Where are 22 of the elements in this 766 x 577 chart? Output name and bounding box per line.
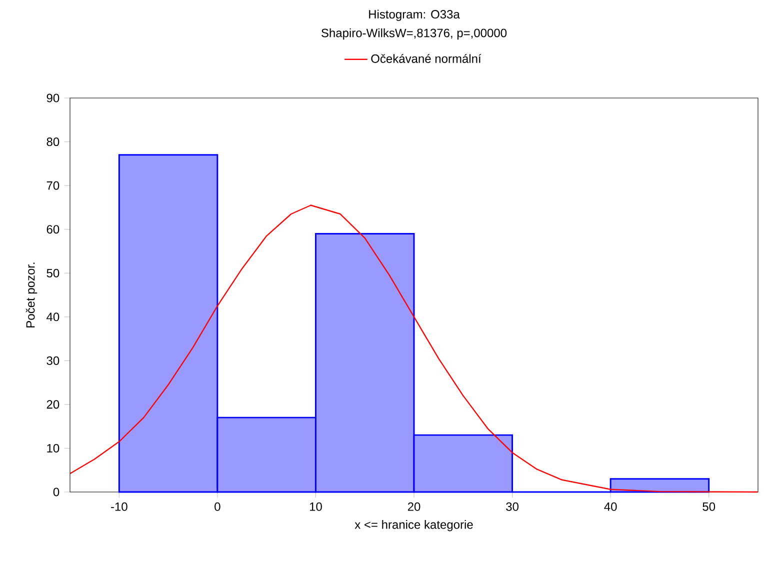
x-tick-label: 50 <box>702 502 716 511</box>
y-tick-label: 20 <box>46 400 60 409</box>
y-axis-title: Počet pozor. <box>26 262 38 328</box>
x-tick-label: 40 <box>604 502 617 511</box>
y-tick-label: 50 <box>46 268 60 278</box>
y-tick-label: 70 <box>46 181 60 190</box>
chart-title: Histogram: O33a <box>369 10 460 21</box>
chart-subtitle: Shapiro-WilksW=,81376, p=,00000 <box>321 28 507 40</box>
y-tick-label: 90 <box>46 94 60 102</box>
x-tick-label: -10 <box>111 502 128 511</box>
x-tick-label: 30 <box>506 502 518 511</box>
x-tick-label: 20 <box>408 502 420 511</box>
y-tick-label: 80 <box>46 138 60 146</box>
y-tick-label: 40 <box>46 312 60 322</box>
legend-label: Očekávané normální <box>371 54 482 63</box>
x-axis-title: x <= hranice kategorie <box>354 520 473 532</box>
x-tick-label: 10 <box>310 502 322 511</box>
x-tick-label: 0 <box>214 502 220 511</box>
y-tick-label: 30 <box>46 356 60 365</box>
y-tick-label: 60 <box>46 225 60 234</box>
y-tick-label: 0 <box>53 488 60 496</box>
y-tick-label: 10 <box>47 444 60 452</box>
